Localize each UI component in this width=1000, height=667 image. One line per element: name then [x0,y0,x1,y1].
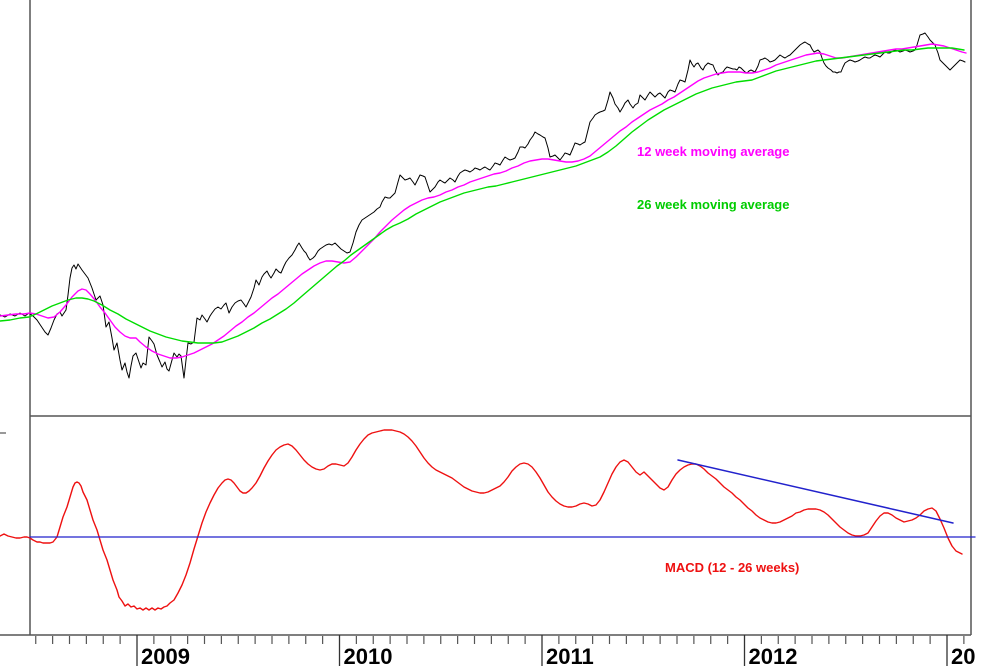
macd-panel--descending-trendline [677,459,954,524]
macd-label: MACD (12 - 26 weeks) [665,560,800,575]
price-panel--26-week-moving-average [0,47,965,344]
legend-ma12-label: 12 week moving average [637,144,790,159]
x-axis-year-label: 2010 [343,644,393,667]
legend-ma26-label: 26 week moving average [637,197,790,212]
x-axis-year-label: 2011 [546,644,594,667]
x-axis-year-label: 2009 [141,644,190,667]
price-panel--12-week-moving-average [0,43,967,359]
macd-panel--macd-12-26-weeks- [0,429,963,611]
x-axis-year-label: 20 [951,644,976,667]
x-axis-year-label: 2012 [748,644,798,667]
price-panel--price [0,32,966,379]
